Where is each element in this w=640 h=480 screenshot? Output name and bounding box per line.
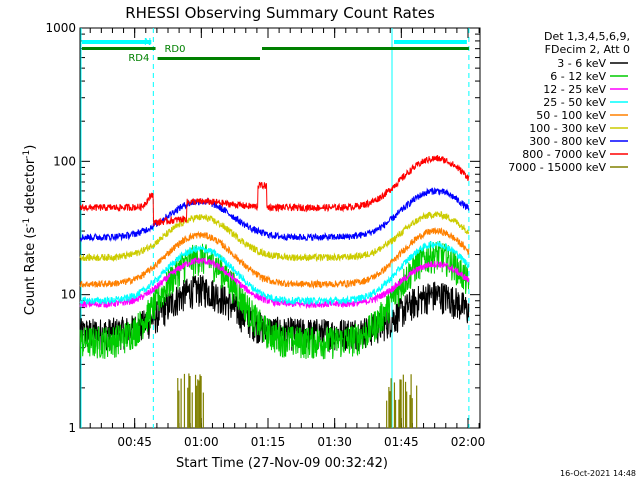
y-axis-title-end: ) [23,145,38,150]
y-tick-label: 100 [53,154,76,168]
legend-entry: 300 - 800 keV [529,135,606,148]
series-line [79,227,470,290]
decimation-bar [157,57,260,60]
rd0-label: RD0 [164,44,185,55]
legend-entry: 50 - 100 keV [536,109,606,122]
legend-entry: 800 - 7000 keV [522,148,606,161]
series-line [79,187,470,243]
y-tick-label: 10 [61,288,76,302]
y-axis-title-mid: detector [23,158,38,218]
legend-entry: 12 - 25 keV [543,83,606,96]
series-line [79,256,470,310]
legend-header: Det 1,3,4,5,6,9, [544,30,630,43]
x-axis-title: Start Time (27-Nov-09 00:32:42) [176,456,388,471]
chart-title: RHESSI Observing Summary Count Rates [125,4,435,22]
legend-entry: 3 - 6 keV [557,57,606,70]
decimation-bar [82,47,156,50]
timestamp-label: 16-Oct-2021 14:48 [560,469,636,478]
x-tick-label: 02:00 [451,435,486,449]
plot-frame [79,27,481,429]
x-tick-label: 01:15 [251,435,286,449]
night-bar [82,40,152,44]
y-axis-title-sup2: -1 [22,150,32,159]
legend-entry: 6 - 12 keV [550,70,606,83]
y-axis-title: Count Rate (s-1 detector-1) [22,145,38,316]
y-tick-label: 1000 [45,21,76,35]
y-tick-label: 1 [68,421,76,435]
legend: Det 1,3,4,5,6,9,FDecim 2, Att 03 - 6 keV… [508,30,630,174]
y-axis-title-sup1: -1 [22,218,32,227]
x-tick-label: 01:30 [317,435,352,449]
plot-area: 1 10 100 1000 00:45 01:00 01:15 01:30 01:45 02:00… [45,21,485,449]
decimation-bar [262,47,469,50]
night-label: N [144,37,151,48]
legend-header: FDecim 2, Att 0 [545,43,630,56]
y-axis-title-main: Count Rate (s [23,227,38,316]
x-tick-label: 01:00 [184,435,219,449]
series-line [79,240,470,306]
legend-entry: 25 - 50 keV [543,96,606,109]
rd4-label: RD4 [128,53,149,64]
series-line [79,211,470,263]
x-tick-label: 01:45 [384,435,419,449]
legend-entry: 100 - 300 keV [529,122,606,135]
legend-entry: 7000 - 15000 keV [508,161,606,174]
night-bar [394,40,467,44]
series-line [79,154,470,227]
x-tick-label: 00:45 [117,435,152,449]
series-line [79,240,470,360]
